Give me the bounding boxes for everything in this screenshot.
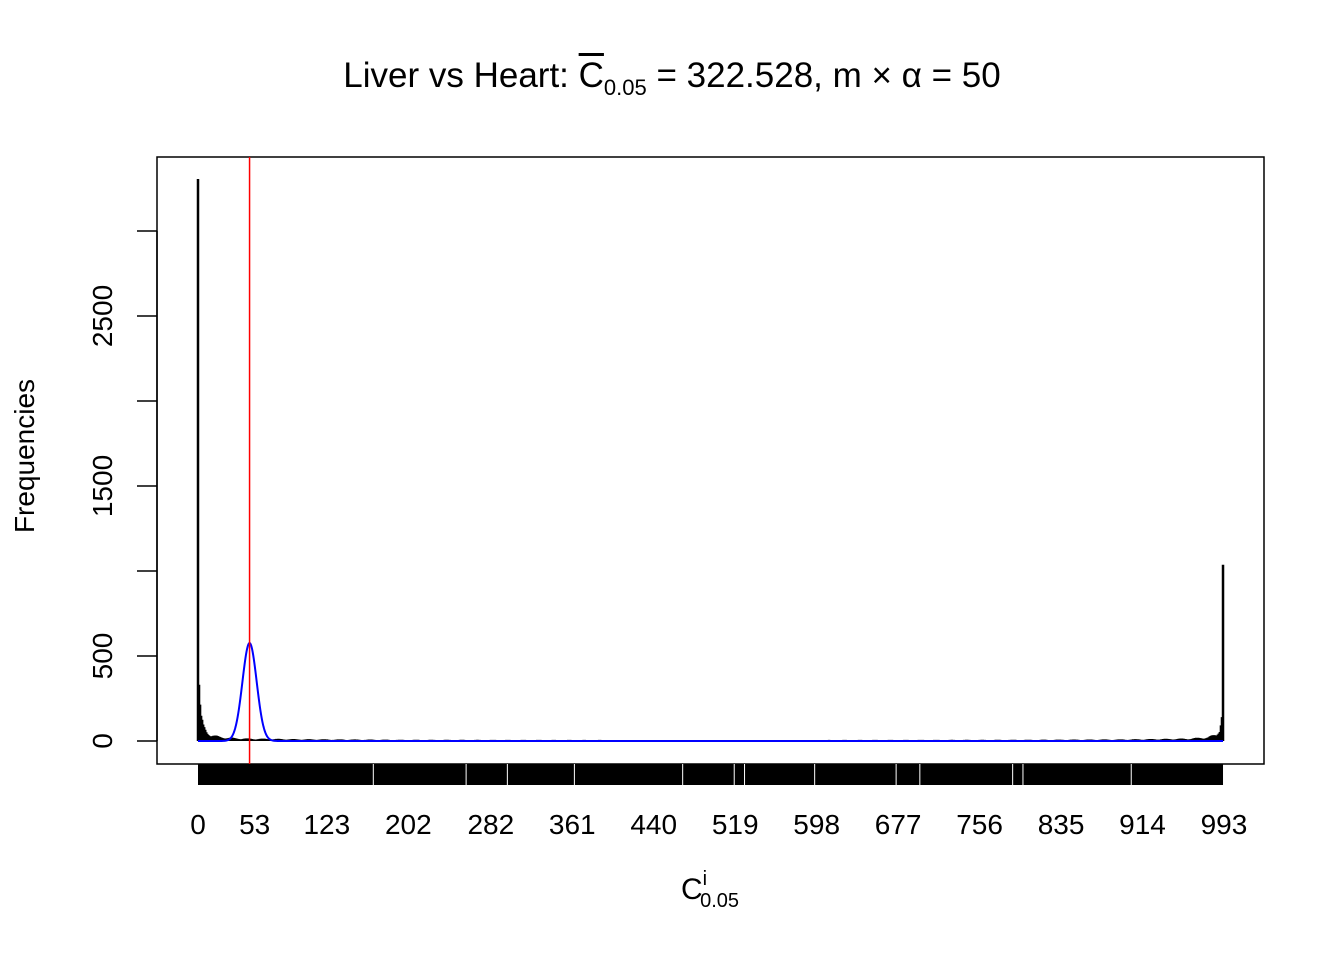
y-tick-label: 0 <box>87 733 118 749</box>
x-tick-label: 202 <box>385 809 432 840</box>
x-tick-label: 598 <box>793 809 840 840</box>
y-tick-label: 500 <box>87 633 118 680</box>
x-tick-label: 677 <box>875 809 922 840</box>
x-tick-label: 53 <box>239 809 270 840</box>
chart-title: Liver vs Heart: C0.05 = 322.528, m × α =… <box>343 56 1001 100</box>
x-tick-label: 440 <box>630 809 677 840</box>
x-tick-label: 282 <box>467 809 514 840</box>
x-tick-label: 835 <box>1038 809 1085 840</box>
x-tick-label: 756 <box>956 809 1003 840</box>
x-tick-label: 519 <box>712 809 759 840</box>
rug-marks <box>198 764 1224 785</box>
x-tick-label: 993 <box>1201 809 1248 840</box>
x-tick-label: 0 <box>190 809 206 840</box>
y-axis-label: Frequencies <box>9 378 40 534</box>
y-tick-label: 2500 <box>87 285 118 347</box>
x-tick-label: 914 <box>1119 809 1166 840</box>
x-tick-label: 123 <box>303 809 350 840</box>
plot-frame <box>156 156 1265 765</box>
histogram-bars <box>196 178 1225 741</box>
normal-curve <box>198 641 1224 742</box>
x-tick-label: 361 <box>549 809 596 840</box>
x-axis-label: Ci0.05 <box>680 868 740 912</box>
y-tick-label: 1500 <box>87 455 118 517</box>
